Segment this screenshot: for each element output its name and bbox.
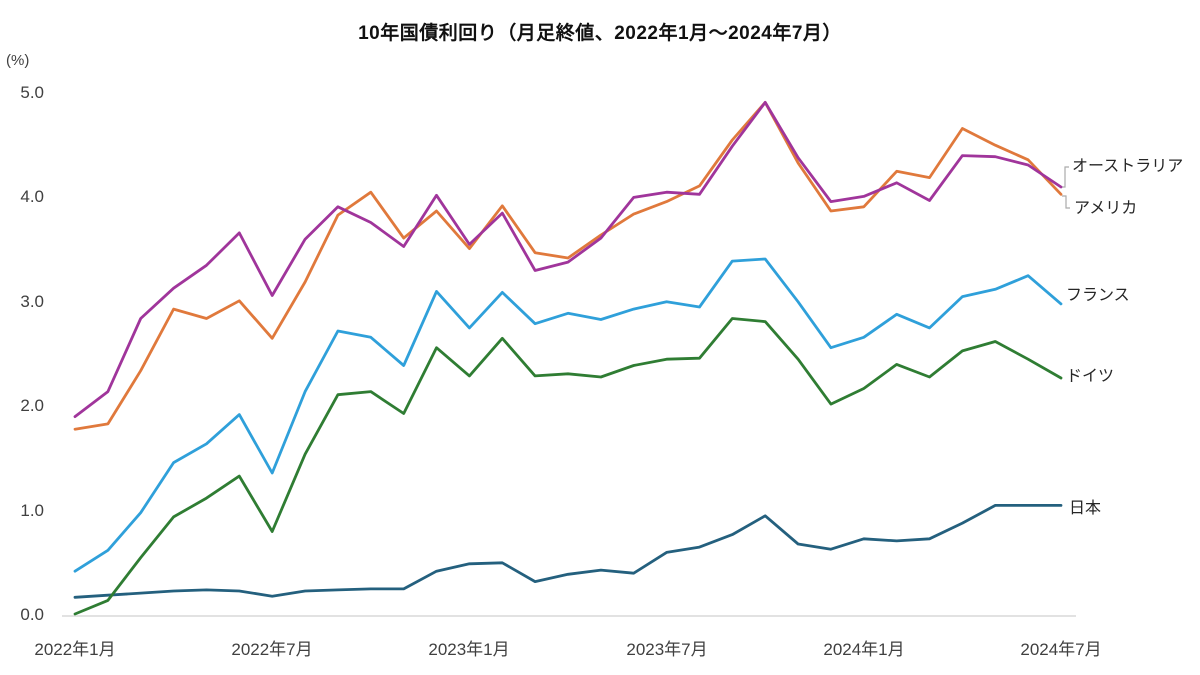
y-tick-label: 2.0	[20, 396, 44, 415]
y-tick-label: 3.0	[20, 292, 44, 311]
series-line-germany	[73, 317, 1063, 616]
y-tick-label: 0.0	[20, 605, 44, 624]
x-tick-label: 2022年7月	[231, 640, 313, 659]
series-line-france	[73, 257, 1063, 573]
y-tick-label: 5.0	[20, 83, 44, 102]
series-label-france: フランス	[1066, 287, 1130, 304]
series-line-australia	[73, 101, 1063, 419]
x-tick-label: 2023年7月	[626, 640, 708, 659]
series-layer	[73, 101, 1063, 616]
series-line-usa	[73, 101, 1063, 431]
x-tick-label: 2024年1月	[823, 640, 905, 659]
chart-title: 10年国債利回り（月足終値、2022年1月～2024年7月）	[358, 23, 842, 44]
series-label-usa: アメリカ	[1074, 200, 1138, 217]
y-axis-unit-label: (%)	[6, 52, 30, 69]
y-tick-label: 4.0	[20, 187, 44, 206]
series-label-germany: ドイツ	[1066, 368, 1115, 385]
x-tick-label: 2024年7月	[1020, 640, 1102, 659]
series-line-japan	[73, 503, 1063, 599]
leader-line-australia	[1062, 166, 1069, 188]
x-tick-label: 2022年1月	[34, 640, 116, 659]
x-tick-label: 2023年1月	[428, 640, 510, 659]
series-label-australia: オーストラリア	[1072, 158, 1184, 175]
leader-line-usa	[1062, 195, 1070, 209]
y-tick-label: 1.0	[20, 501, 44, 520]
series-label-japan: 日本	[1069, 500, 1102, 517]
